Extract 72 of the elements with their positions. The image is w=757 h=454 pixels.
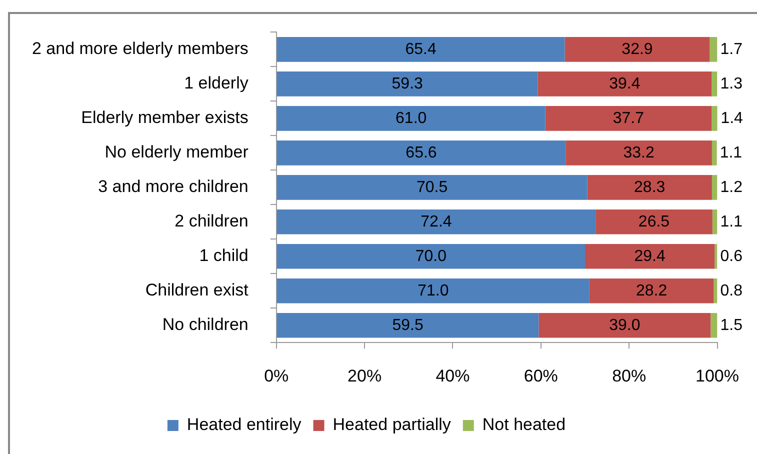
data-label: 72.4 [420,213,452,230]
data-label: 28.2 [636,282,668,300]
data-label: 61.0 [396,110,427,127]
legend-label: Not heated [482,415,566,434]
legend-label: Heated partially [332,415,452,434]
data-label: 70.5 [416,178,448,196]
bar [714,244,718,269]
data-label: 33.2 [623,144,654,162]
bar [712,72,718,96]
y-tick-label: Elderly member exists [81,108,248,128]
bar [276,174,588,200]
y-tick-label: 2 and more elderly members [32,39,248,58]
bar [596,209,712,234]
y-tick-label: 3 and more children [98,177,248,196]
data-label: 0.6 [720,248,743,265]
bar [712,209,718,234]
data-label: 37.7 [612,110,644,127]
bar [566,140,712,166]
bar [545,106,712,131]
bar [712,106,718,131]
data-label: 1.4 [720,110,744,127]
data-label: 1.3 [720,75,743,92]
bar [584,244,715,269]
legend-label: Heated entirely [186,415,302,434]
x-tick-label: 100% [696,366,739,386]
bar [276,244,585,269]
x-tick-label: 80% [612,366,646,386]
bar [276,106,546,131]
x-tick-label: 20% [348,366,382,386]
bar [710,312,718,338]
bar [587,174,712,200]
y-tick-label: Children exist [145,280,249,300]
data-label: 1.7 [720,40,743,58]
data-label: 39.0 [609,316,640,334]
data-label: 65.4 [405,40,436,58]
x-tick-label: 0% [264,366,289,386]
bar [276,72,538,96]
bar [564,37,710,62]
bar [538,72,712,96]
data-label: 65.6 [406,144,437,162]
bar [538,312,711,338]
x-tick-label: 40% [436,366,470,386]
bar [710,37,718,62]
bar [714,278,718,304]
data-label: 39.4 [609,75,640,92]
bar [712,140,717,166]
x-tick-label: 60% [524,366,558,386]
data-label: 1.1 [720,213,743,230]
data-label: 71.0 [418,282,449,300]
y-tick-label: 1 elderly [184,74,249,93]
y-tick-label: 1 child [199,246,248,266]
data-label: 28.3 [634,178,666,196]
data-label: 1.1 [720,144,742,162]
data-label: 59.3 [392,75,424,92]
data-label: 70.0 [415,248,447,265]
data-label: 32.9 [622,40,653,58]
data-label: 1.5 [720,316,743,334]
bar [276,209,596,234]
bar [276,37,565,62]
bar [276,312,539,338]
y-tick-label: No elderly member [104,142,249,162]
bar [712,174,718,200]
data-label: 26.5 [638,213,670,230]
bar [589,278,714,304]
data-label: 1.2 [720,178,743,196]
y-tick-label: 2 children [174,212,248,231]
y-tick-label: No children [162,315,248,334]
bar [276,278,590,304]
data-label: 59.5 [392,316,424,334]
bar [276,140,566,166]
data-label: 0.8 [720,282,743,300]
data-label: 29.4 [634,248,666,265]
